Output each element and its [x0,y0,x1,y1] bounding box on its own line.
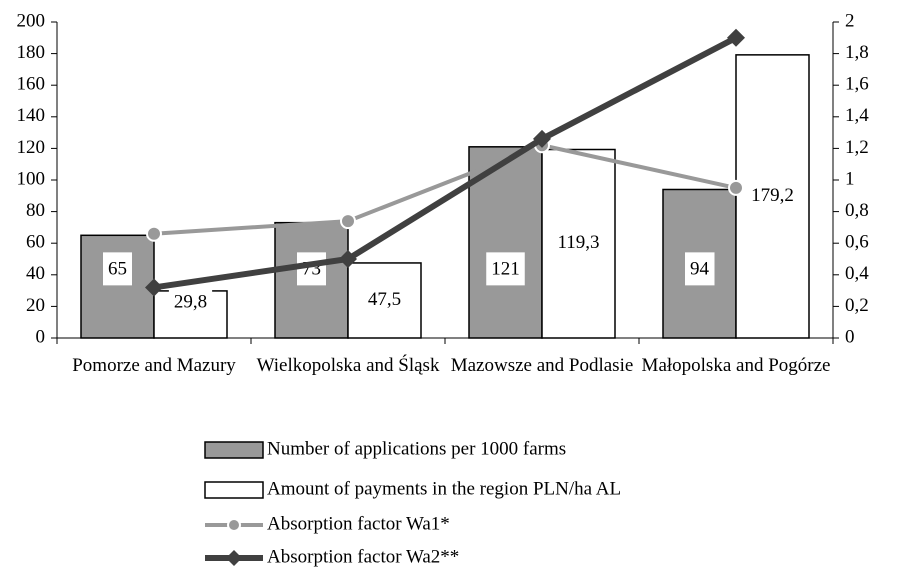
line-marker [340,213,356,230]
data-label: 119,3 [557,232,599,253]
y2-tick-label: 2 [845,10,855,31]
y2-tick-label: 0,2 [845,295,869,316]
line-marker [728,179,744,196]
y2-tick-label: 0,8 [845,200,869,221]
y-tick-label: 0 [36,326,46,347]
y2-tick-label: 0,4 [845,263,869,284]
data-label-box [168,285,213,319]
data-label: 94 [690,258,710,279]
y-tick-label: 60 [26,232,45,253]
x-tick-label: Pomorze and Mazury [72,355,236,376]
data-label: 65 [108,258,127,279]
data-label: 47,5 [368,289,401,310]
y2-tick-label: 1,2 [845,137,869,158]
data-label-box [746,178,799,212]
y-tick-label: 180 [17,42,46,63]
y-tick-label: 120 [17,137,46,158]
line-marker [146,225,162,242]
y-tick-label: 100 [17,168,46,189]
x-tick-label: Mazowsze and Podlasie [450,355,634,376]
data-label: 29,8 [174,291,207,312]
x-tick-label: Wielkopolska and Śląsk [256,355,440,376]
legend-marker [226,550,242,566]
legend-label: Number of applications per 1000 farms [267,438,566,459]
line-marker [727,28,745,47]
y2-tick-label: 1,4 [845,105,869,126]
legend-marker [227,518,241,532]
y-tick-label: 200 [17,10,46,31]
y-tick-label: 140 [17,105,46,126]
bar [80,234,155,339]
data-label-box [103,252,132,286]
line [153,143,737,236]
y2-tick-label: 0 [845,326,855,347]
line-marker [533,129,551,148]
legend-label: Absorption factor Wa2** [267,546,459,567]
y-tick-label: 20 [26,295,45,316]
data-label-box [297,252,326,286]
legend-label: Absorption factor Wa1* [267,513,450,534]
data-label-box [362,282,407,316]
y2-tick-label: 0,6 [845,232,869,253]
legend-label: Amount of payments in the region PLN/ha … [267,478,621,499]
y-tick-label: 160 [17,74,46,95]
legend-swatch [204,441,264,459]
y2-tick-label: 1 [845,168,855,189]
line-marker [145,278,163,297]
x-tick-label: Małopolska and Pogórze [641,355,831,376]
y2-tick-label: 1,8 [845,42,869,63]
data-label-box [486,252,525,286]
data-label-box [552,226,605,260]
y-tick-label: 80 [26,200,45,221]
y2-tick-label: 1,6 [845,74,869,95]
y-tick-label: 40 [26,263,45,284]
legend-swatch [204,481,264,499]
data-label-box [685,252,715,286]
line-marker [339,250,357,268]
data-label: 179,2 [751,185,794,206]
line [153,35,738,291]
bar [347,262,422,339]
data-label: 121 [491,258,520,279]
